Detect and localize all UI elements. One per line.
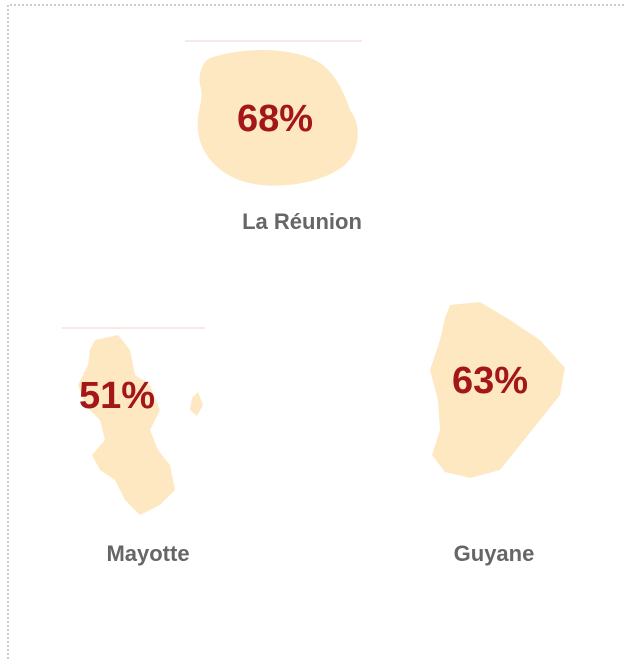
panel-border <box>7 4 625 659</box>
region-value: 68% <box>237 98 313 140</box>
mayotte-shape <box>78 335 175 515</box>
region-name: Guyane <box>454 541 535 566</box>
guyane-shape <box>430 302 565 478</box>
region-name: La Réunion <box>242 209 362 234</box>
reunion-shape <box>197 50 358 186</box>
mayotte-islet <box>190 392 203 416</box>
region-value: 51% <box>79 375 155 417</box>
region-name: Mayotte <box>106 541 189 566</box>
region-value: 63% <box>452 360 528 402</box>
